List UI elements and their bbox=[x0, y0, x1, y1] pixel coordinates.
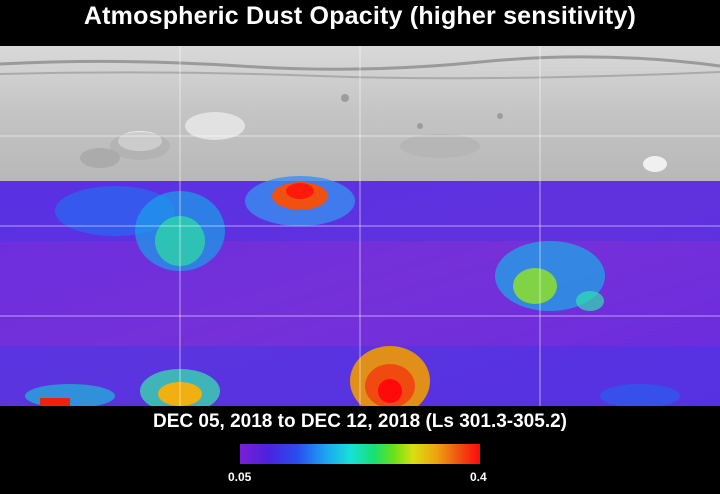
colorbar-min-label: 0.05 bbox=[228, 470, 252, 484]
dust-opacity-map bbox=[0, 46, 720, 406]
map-title: Atmospheric Dust Opacity (higher sensiti… bbox=[83, 2, 637, 30]
graticule bbox=[0, 46, 720, 406]
opacity-colorbar bbox=[240, 444, 480, 464]
colorbar-max-label: 0.4 bbox=[470, 470, 487, 484]
date-range-caption: DEC 05, 2018 to DEC 12, 2018 (Ls 301.3-3… bbox=[152, 411, 567, 432]
